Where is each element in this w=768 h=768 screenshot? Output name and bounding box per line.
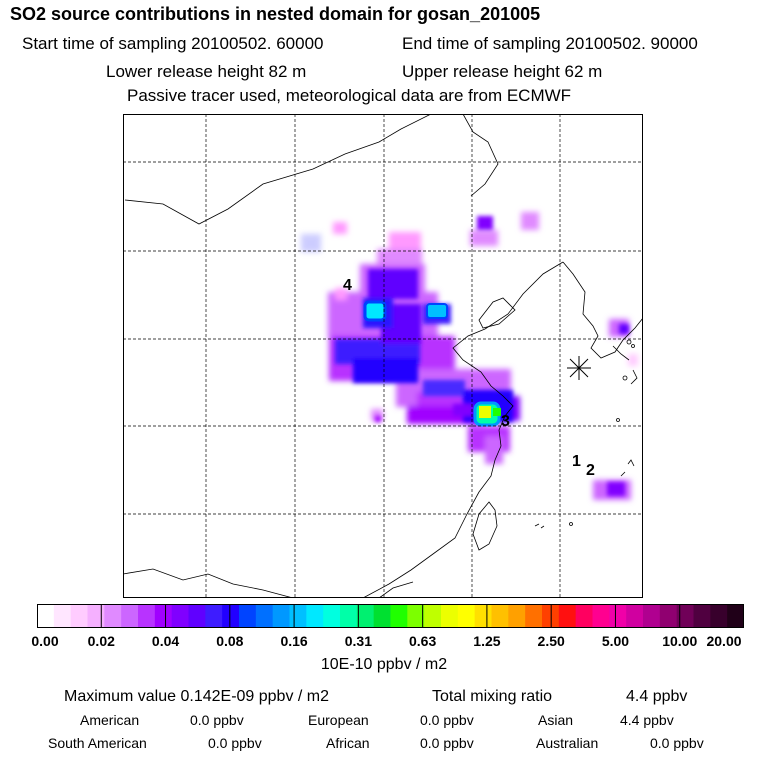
tracer-note: Passive tracer used, meteorological data…	[127, 86, 572, 105]
colorbar-swatches	[36, 604, 745, 628]
colorbar-frame	[37, 604, 744, 628]
colorbar-tick-label: 0.63	[409, 633, 437, 649]
colorbar-swatch	[272, 604, 291, 628]
colorbar-swatch	[205, 604, 223, 628]
map-title: SO2 source contributions in nested domai…	[10, 4, 541, 24]
region-african-label: African	[326, 735, 370, 751]
colorbar-swatch	[37, 604, 55, 628]
colorbar-swatch	[306, 604, 324, 628]
colorbar-swatch	[626, 604, 644, 628]
colorbar-tick-label: 0.16	[280, 633, 308, 649]
colorbar-swatch	[154, 604, 173, 628]
region-african-value: 0.0 ppbv	[420, 735, 474, 751]
colorbar-swatch	[222, 604, 240, 628]
colorbar-swatch	[121, 604, 139, 628]
colorbar-swatch	[575, 604, 594, 628]
region-american-label: American	[80, 712, 140, 728]
end-time: End time of sampling 20100502. 90000	[402, 34, 698, 53]
colorbar-swatch	[643, 604, 661, 628]
lat-lon-grid	[123, 114, 643, 598]
colorbar-swatch	[693, 604, 711, 628]
region-asian-label: Asian	[538, 712, 574, 728]
colorbar-swatch	[53, 604, 72, 628]
colorbar-swatch	[727, 604, 745, 628]
total-mixing-ratio-value: 4.4 ppbv	[626, 688, 688, 705]
colorbar-swatch	[525, 604, 543, 628]
start-time: Start time of sampling 20100502. 60000	[22, 34, 324, 53]
colorbar-tick-label: 0.02	[87, 633, 115, 649]
colorbar-tick-label: 1.25	[473, 633, 501, 649]
colorbar-swatch	[457, 604, 476, 628]
colorbar-swatch	[710, 604, 728, 628]
colorbar-swatch	[138, 604, 156, 628]
map-canvas: 4 3 1 2	[123, 114, 643, 598]
colorbar-swatch	[289, 604, 307, 628]
colorbar-tick-label: 0.31	[344, 633, 372, 649]
coastline	[123, 114, 643, 598]
colorbar-swatch	[104, 604, 122, 628]
colorbar-swatch	[424, 604, 442, 628]
colorbar	[36, 604, 745, 628]
region-australian-value: 0.0 ppbv	[650, 735, 704, 751]
region-american-value: 0.0 ppbv	[190, 712, 244, 728]
colorbar-swatch	[441, 604, 459, 628]
colorbar-swatch	[70, 604, 89, 628]
colorbar-swatch	[659, 604, 678, 628]
region-south-american-label: South American	[48, 735, 147, 751]
colorbar-swatch	[188, 604, 206, 628]
colorbar-swatch	[171, 604, 190, 628]
source-marker-3: 3	[501, 413, 510, 430]
colorbar-swatch	[508, 604, 526, 628]
colorbar-tick-label: 0.04	[151, 633, 180, 649]
upper-release-height: Upper release height 62 m	[402, 62, 603, 81]
colorbar-unit: 10E-10 ppbv / m2	[320, 656, 448, 673]
source-marker-2: 2	[586, 462, 595, 479]
colorbar-tick-label: 2.50	[537, 633, 565, 649]
colorbar-swatch	[676, 604, 695, 628]
region-south-american-value: 0.0 ppbv	[208, 735, 262, 751]
map-panel[interactable]: 4 3 1 2	[123, 114, 643, 598]
colorbar-swatch	[255, 604, 274, 628]
colorbar-swatch	[87, 604, 105, 628]
region-asian-value: 4.4 ppbv	[620, 712, 674, 728]
colorbar-swatch	[373, 604, 392, 628]
colorbar-swatch	[407, 604, 425, 628]
source-marker-4: 4	[343, 277, 352, 294]
colorbar-tick-label: 0.00	[31, 633, 59, 649]
region-australian-label: Australian	[536, 735, 599, 751]
colorbar-swatch	[356, 604, 375, 628]
colorbar-swatch	[474, 604, 493, 628]
lower-release-height: Lower release height 82 m	[106, 62, 307, 81]
colorbar-tick-label: 5.00	[601, 633, 630, 649]
map-frame	[123, 114, 643, 598]
colorbar-swatch	[558, 604, 577, 628]
colorbar-swatch	[390, 604, 408, 628]
receptor-star-icon	[567, 356, 591, 380]
colorbar-tick-label: 20.00	[706, 633, 742, 649]
total-mixing-ratio-label: Total mixing ratio	[432, 688, 553, 705]
colorbar-swatch	[592, 604, 610, 628]
maximum-value: Maximum value 0.142E-09 ppbv / m2	[64, 688, 330, 705]
region-european-value: 0.0 ppbv	[420, 712, 474, 728]
colorbar-swatch	[239, 604, 257, 628]
colorbar-tick-label: 0.08	[216, 633, 244, 649]
colorbar-swatch	[323, 604, 341, 628]
colorbar-swatch	[491, 604, 509, 628]
colorbar-tick-label: 10.00	[662, 633, 698, 649]
region-european-label: European	[308, 712, 369, 728]
colorbar-swatch	[609, 604, 627, 628]
source-marker-1: 1	[572, 453, 581, 470]
colorbar-swatch	[340, 604, 358, 628]
